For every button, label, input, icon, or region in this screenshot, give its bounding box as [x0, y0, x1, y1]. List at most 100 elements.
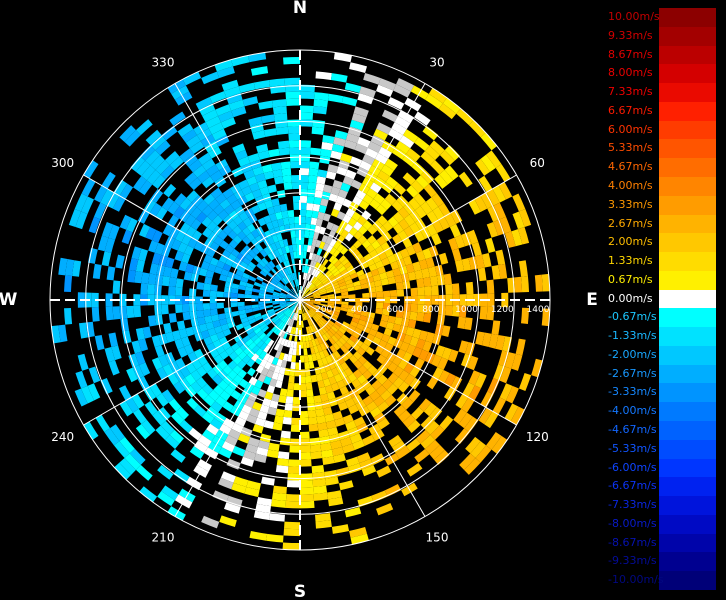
velocity-cell: [343, 341, 352, 350]
velocity-cell: [344, 349, 354, 359]
velocity-cell: [274, 275, 281, 282]
velocity-cell: [259, 270, 268, 277]
velocity-cell: [196, 211, 208, 224]
velocity-cell: [288, 266, 293, 274]
velocity-cell: [223, 86, 241, 98]
velocity-cell: [251, 189, 262, 199]
velocity-cell: [317, 169, 328, 178]
velocity-cell: [258, 292, 266, 297]
velocity-cell: [479, 306, 488, 320]
velocity-cell: [319, 318, 326, 325]
colorbar-entry: -4.67m/s: [606, 421, 716, 441]
velocity-cell: [285, 267, 291, 275]
velocity-cell: [387, 336, 397, 346]
velocity-cell: [258, 295, 266, 299]
velocity-cell: [408, 389, 421, 403]
velocity-cell: [286, 274, 292, 282]
velocity-cell: [246, 367, 256, 377]
velocity-cell: [403, 226, 415, 238]
velocity-cell: [267, 284, 276, 290]
velocity-cell: [300, 230, 305, 238]
velocity-cell: [276, 282, 284, 289]
velocity-cell: [259, 186, 270, 196]
velocity-cell: [385, 176, 399, 189]
velocity-cell: [316, 176, 326, 185]
velocity-cell: [340, 182, 351, 193]
velocity-cell: [352, 280, 361, 287]
velocity-cell: [258, 289, 267, 294]
velocity-cell: [204, 276, 213, 285]
velocity-cell: [288, 244, 294, 253]
velocity-cell: [439, 169, 454, 185]
velocity-cell: [322, 349, 330, 358]
colorbar-label: -8.00m/s: [608, 516, 657, 530]
velocity-cell: [345, 398, 356, 408]
velocity-cell: [345, 133, 360, 144]
colorbar-entry: -2.67m/s: [606, 364, 716, 384]
velocity-cell: [347, 373, 358, 383]
velocity-cell: [231, 283, 240, 290]
velocity-cell: [257, 217, 267, 227]
velocity-cell: [242, 236, 251, 246]
velocity-cell: [347, 286, 355, 292]
velocity-cell: [342, 391, 353, 402]
velocity-cell: [266, 449, 279, 459]
velocity-cell: [403, 362, 415, 374]
velocity-cell: [184, 172, 198, 186]
velocity-cell: [225, 258, 234, 267]
colorbar-swatch: [659, 514, 716, 535]
velocity-cell: [233, 273, 243, 281]
velocity-cell: [328, 361, 336, 370]
velocity-cell: [300, 202, 307, 210]
velocity-cell: [231, 106, 247, 118]
velocity-cell: [178, 261, 188, 272]
velocity-cell: [300, 417, 309, 425]
velocity-cell: [399, 341, 410, 352]
velocity-cell: [308, 231, 315, 239]
velocity-cell: [147, 284, 155, 295]
velocity-cell: [248, 275, 257, 282]
velocity-cell: [342, 321, 350, 328]
velocity-cell: [257, 320, 266, 328]
velocity-cell: [269, 378, 278, 387]
velocity-cell: [451, 283, 460, 295]
velocity-cell: [286, 480, 300, 488]
velocity-cell: [368, 263, 378, 272]
velocity-cell: [118, 385, 132, 401]
velocity-cell: [243, 245, 252, 254]
velocity-cell: [274, 350, 281, 359]
velocity-cell: [415, 175, 430, 189]
velocity-cell: [288, 291, 295, 297]
velocity-cell: [212, 320, 221, 328]
velocity-cell: [256, 275, 264, 282]
velocity-cell: [280, 254, 286, 262]
velocity-cell: [226, 93, 243, 105]
velocity-cell: [233, 257, 243, 266]
velocity-cell: [346, 265, 355, 273]
velocity-cell: [165, 257, 175, 269]
velocity-cell: [334, 417, 346, 427]
velocity-cell: [315, 520, 332, 529]
velocity-cell: [383, 327, 393, 337]
velocity-cell: [373, 395, 385, 407]
velocity-cell: [511, 353, 523, 371]
velocity-cell: [252, 423, 264, 434]
velocity-cell: [318, 204, 327, 214]
velocity-cell: [453, 408, 467, 424]
velocity-cell: [305, 266, 310, 274]
west-label: W: [0, 290, 18, 310]
velocity-cell: [305, 375, 312, 384]
velocity-cell: [277, 255, 284, 264]
velocity-cell: [190, 369, 202, 382]
velocity-cell: [358, 225, 368, 236]
velocity-cell: [141, 272, 150, 285]
velocity-cell: [230, 287, 239, 294]
velocity-cell: [287, 382, 295, 391]
velocity-cell: [179, 148, 194, 162]
velocity-cell: [392, 233, 403, 245]
velocity-cell: [212, 374, 223, 385]
velocity-cell: [305, 280, 310, 288]
velocity-cell: [312, 232, 320, 240]
colorbar-label: -8.67m/s: [608, 535, 657, 549]
velocity-cell: [126, 305, 135, 319]
